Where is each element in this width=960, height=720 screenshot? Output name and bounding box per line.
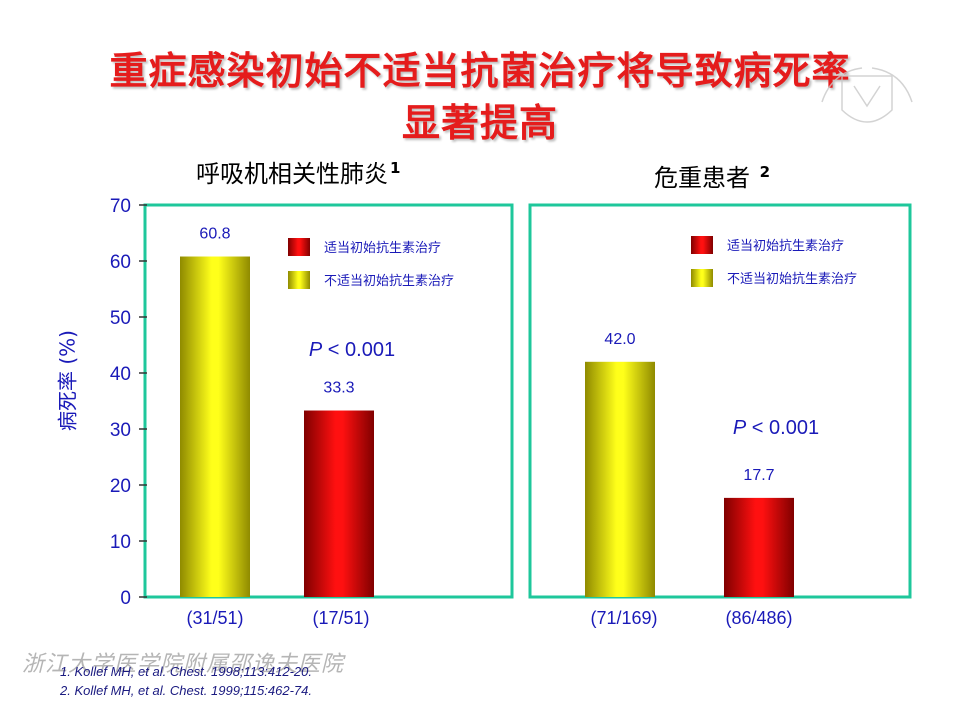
p-value-symbol: P	[733, 417, 747, 439]
bar-value-label: 60.8	[199, 226, 230, 243]
p-value-label: P < 0.001	[309, 339, 395, 361]
chart-2-title-text: 危重患者	[654, 164, 750, 192]
references: 1. Kollef MH, et al. Chest. 1998;113:412…	[60, 662, 312, 700]
x-category-label: (17/51)	[312, 608, 369, 628]
legend-swatch	[691, 236, 713, 254]
chart-2-frame	[528, 203, 912, 599]
hospital-logo-icon	[821, 67, 913, 123]
legend-label: 不适当初始抗生素治疗	[727, 271, 857, 286]
y-tick-label: 50	[110, 308, 131, 329]
legend-label: 适当初始抗生素治疗	[324, 240, 441, 255]
bar	[304, 410, 374, 597]
bar-value-label: 33.3	[323, 380, 354, 397]
legend-label: 不适当初始抗生素治疗	[324, 273, 454, 288]
bar	[180, 256, 250, 597]
slide-title-line-1: 重症感染初始不适当抗菌治疗将导致病死率	[109, 49, 851, 93]
legend-swatch	[691, 269, 713, 287]
p-value-text: < 0.001	[746, 417, 819, 439]
reference-2: 2. Kollef MH, et al. Chest. 1999;115:462…	[60, 683, 312, 698]
y-tick-label: 60	[110, 252, 131, 273]
legend-swatch	[288, 271, 310, 289]
x-category-label: (31/51)	[186, 608, 243, 628]
y-tick-label: 10	[110, 532, 131, 553]
bar-value-label: 42.0	[604, 331, 635, 348]
y-tick-label: 0	[120, 588, 131, 609]
y-tick-label: 30	[110, 420, 131, 441]
y-tick-label: 40	[110, 364, 131, 385]
x-category-label: (71/169)	[590, 608, 657, 628]
p-value-symbol: P	[309, 339, 323, 361]
bar	[724, 497, 794, 597]
chart-1-title: 呼吸机相关性肺炎 1	[196, 154, 400, 189]
chart-1-title-ref: 1	[390, 159, 401, 177]
bar	[585, 361, 655, 597]
bar-value-label: 17.7	[743, 467, 774, 484]
y-tick-label: 20	[110, 476, 131, 497]
y-tick-label: 70	[110, 196, 131, 217]
p-value-text: < 0.001	[322, 339, 395, 361]
p-value-label: P < 0.001	[733, 417, 819, 439]
legend-swatch	[288, 238, 310, 256]
chart-1-title-text: 呼吸机相关性肺炎	[196, 160, 388, 188]
x-category-label: (86/486)	[725, 608, 792, 628]
hospital-watermark: 浙江大学医学院附属邵逸夫医院	[22, 652, 345, 677]
chart-2-title-ref: 2	[759, 163, 771, 181]
reference-1: 1. Kollef MH, et al. Chest. 1998;113:412…	[60, 664, 312, 679]
legend-label: 适当初始抗生素治疗	[727, 238, 844, 253]
slide-title-line-2: 显著提高	[401, 101, 558, 145]
chart-2-title: 危重患者 2	[654, 158, 770, 193]
